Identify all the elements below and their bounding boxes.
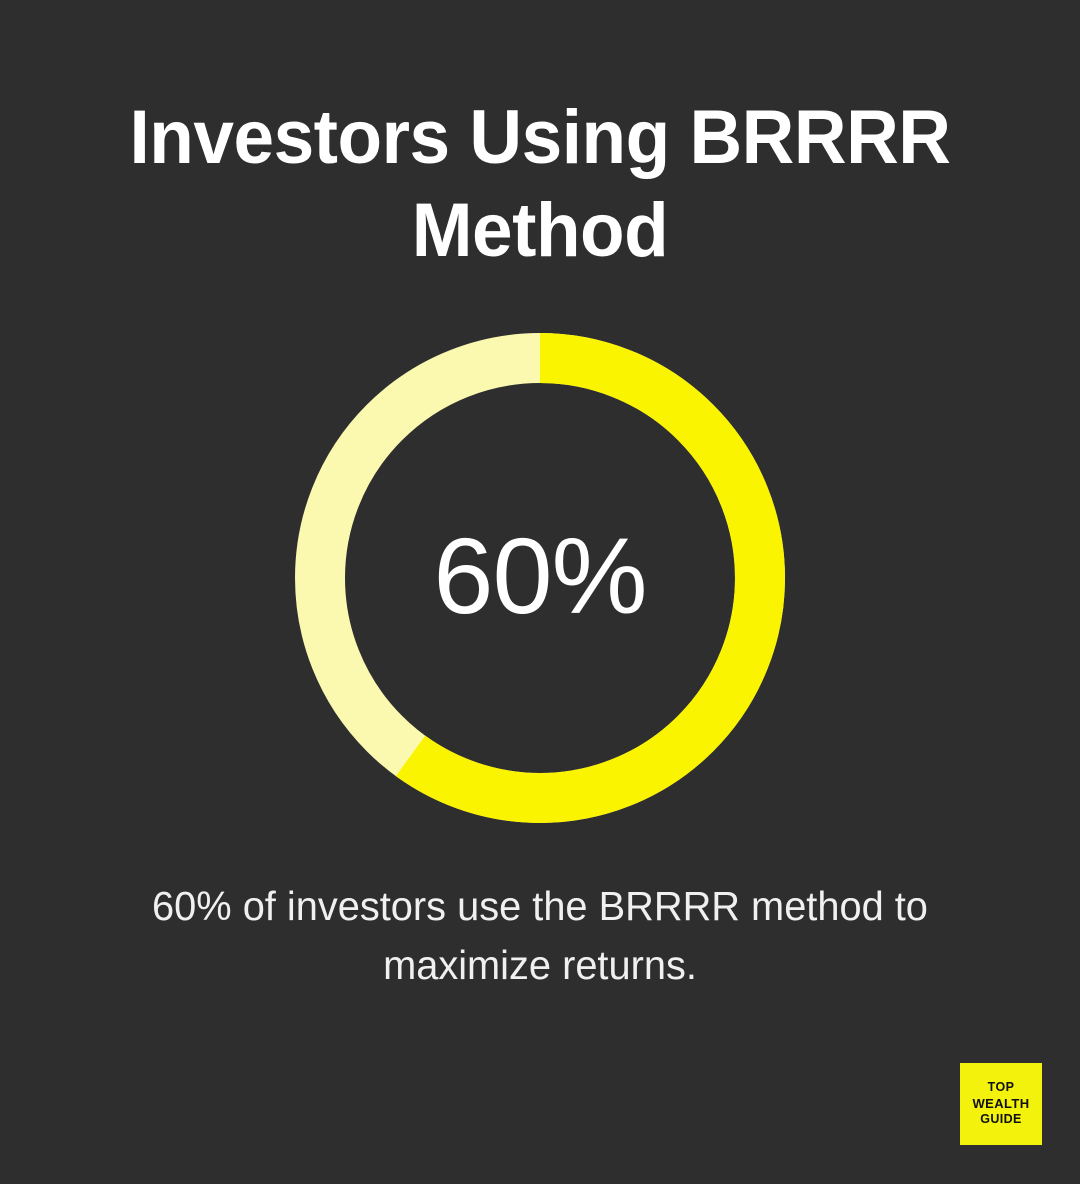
donut-chart-svg bbox=[295, 333, 785, 824]
page-title-line-2: Method bbox=[411, 187, 669, 273]
caption-line-1: 60% of investors use the BRRRR method to bbox=[152, 883, 928, 930]
caption-line-2: maximize returns. bbox=[383, 941, 697, 988]
brand-logo-line-1: TOP bbox=[987, 1080, 1015, 1095]
brand-logo: TOP WEALTH GUIDE bbox=[960, 1063, 1042, 1145]
donut-chart: 60% bbox=[295, 333, 785, 824]
title-block: Investors Using BRRRR Method bbox=[100, 92, 980, 277]
caption-block: 60% of investors use the BRRRR method to… bbox=[60, 877, 1020, 993]
brand-logo-line-3: GUIDE bbox=[980, 1112, 1022, 1127]
page-title: Investors Using BRRRR Method bbox=[118, 92, 963, 277]
caption-text: 60% of investors use the BRRRR method to… bbox=[74, 877, 1005, 993]
brand-logo-line-2: WEALTH bbox=[972, 1095, 1030, 1111]
donut-value-segment bbox=[295, 333, 785, 824]
page-title-line-1: Investors Using BRRRR bbox=[129, 95, 951, 180]
